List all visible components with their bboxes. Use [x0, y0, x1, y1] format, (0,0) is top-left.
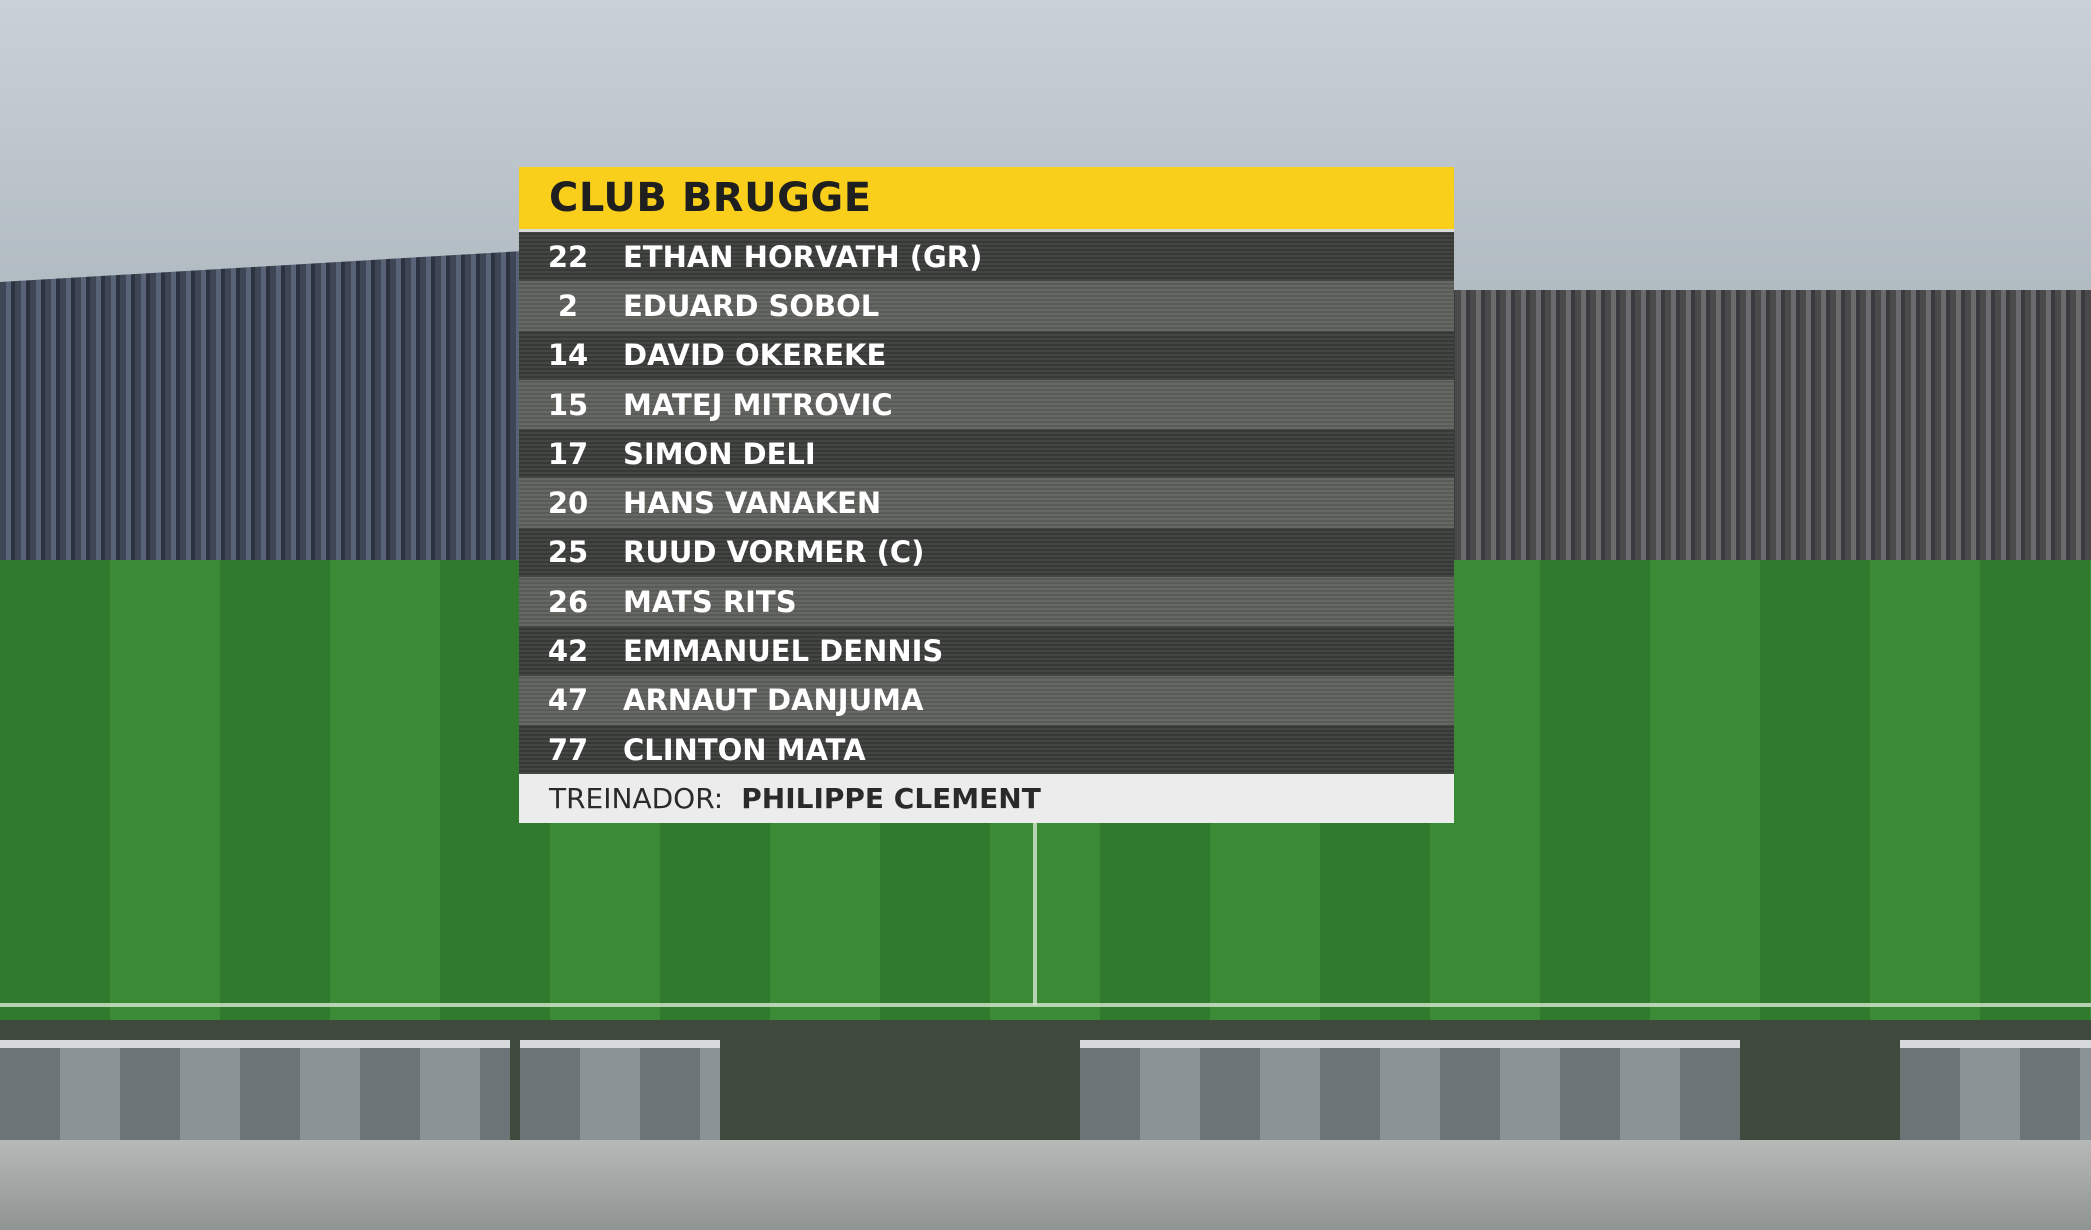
player-name: CLINTON MATA: [623, 732, 866, 767]
player-name: SIMON DELI: [623, 436, 816, 471]
player-row: 25 RUUD VORMER (C): [519, 527, 1454, 578]
dugout: [0, 1040, 510, 1148]
player-row: 14 DAVID OKEREKE: [519, 330, 1454, 380]
player-name: HANS VANAKEN: [623, 486, 882, 521]
player-row: 2 EDUARD SOBOL: [519, 281, 1454, 331]
player-number: 22: [547, 239, 589, 274]
player-row: 42 EMMANUEL DENNIS: [519, 626, 1454, 676]
player-row: 47 ARNAUT DANJUMA: [519, 675, 1454, 725]
player-number: 14: [547, 338, 589, 373]
player-name: EDUARD SOBOL: [623, 288, 880, 323]
coach-name: PHILIPPE CLEMENT: [741, 782, 1041, 816]
coach-bar: TREINADOR: PHILIPPE CLEMENT: [519, 774, 1454, 824]
player-list: 22 ETHAN HORVATH (GR) 2 EDUARD SOBOL 14 DAVID…: [519, 232, 1454, 775]
player-number: 17: [547, 436, 589, 471]
player-row: 26 MATS RITS: [519, 577, 1454, 627]
dugout: [520, 1040, 720, 1148]
dugout: [1080, 1040, 1740, 1148]
stand: [1440, 290, 2091, 590]
team-name: CLUB BRUGGE: [549, 175, 872, 221]
lineup-panel: CLUB BRUGGE 22 ETHAN HORVATH (GR) 2 EDUARD …: [519, 167, 1454, 824]
player-number: 77: [547, 732, 589, 767]
player-number: 2: [557, 288, 579, 323]
player-row: 77 CLINTON MATA: [519, 724, 1454, 775]
player-name: DAVID OKEREKE: [623, 338, 887, 373]
player-name: MATS RITS: [623, 584, 797, 619]
player-number: 47: [547, 683, 589, 718]
player-row: 17 SIMON DELI: [519, 429, 1454, 479]
player-number: 15: [547, 387, 589, 422]
player-name: ETHAN HORVATH (GR): [623, 239, 983, 274]
player-number: 25: [547, 535, 589, 570]
player-number: 26: [547, 584, 589, 619]
player-row: 20 HANS VANAKEN: [519, 478, 1454, 528]
player-number: 42: [547, 634, 589, 669]
pitch-line: [0, 1003, 2091, 1007]
player-name: ARNAUT DANJUMA: [623, 683, 924, 718]
player-number: 20: [547, 486, 589, 521]
player-row: 15 MATEJ MITROVIC: [519, 379, 1454, 430]
player-name: EMMANUEL DENNIS: [623, 634, 944, 669]
dugout: [1900, 1040, 2091, 1148]
stand: [0, 250, 540, 570]
player-row: 22 ETHAN HORVATH (GR): [519, 232, 1454, 282]
coach-label: TREINADOR:: [549, 782, 724, 816]
player-name: RUUD VORMER (C): [623, 535, 925, 570]
team-header: CLUB BRUGGE: [519, 167, 1454, 232]
player-name: MATEJ MITROVIC: [623, 387, 893, 422]
wall: [0, 1140, 2091, 1230]
